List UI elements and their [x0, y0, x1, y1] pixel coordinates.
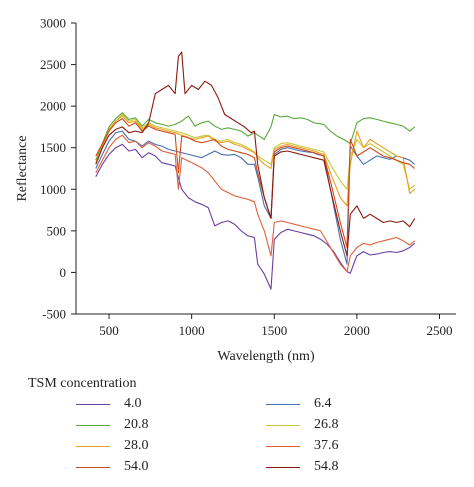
legend-item: 37.6: [266, 437, 339, 455]
legend-label: 26.8: [314, 417, 339, 432]
legend-swatch: [266, 466, 300, 468]
x-tick-label: 2500: [426, 323, 452, 338]
legend-swatch: [76, 424, 110, 426]
y-axis-title: Reflectance: [15, 135, 30, 201]
legend-swatch: [76, 403, 110, 405]
legend-swatch: [76, 445, 110, 447]
y-tick-label: 2500: [40, 57, 66, 72]
legend-item: 26.8: [266, 416, 339, 434]
series-line-6.4: [95, 130, 416, 265]
y-tick-label: 500: [47, 223, 67, 238]
legend-swatch: [266, 424, 300, 426]
legend-label: 54.0: [124, 459, 149, 474]
series-line-54.8: [95, 51, 416, 257]
legend-swatch: [76, 466, 110, 468]
y-tick-label: 2000: [40, 99, 66, 114]
x-axis-title: Wavelength (nm): [217, 349, 315, 364]
y-tick-label: 3000: [40, 16, 66, 31]
legend-label: 20.8: [124, 417, 149, 432]
y-tick-label: 1000: [40, 182, 66, 197]
y-tick-label: 1500: [40, 140, 66, 155]
x-tick-label: 1000: [179, 323, 205, 338]
x-tick-label: 2000: [344, 323, 370, 338]
legend-label: 6.4: [314, 396, 332, 411]
axes: [75, 23, 456, 315]
legend-swatch: [266, 403, 300, 405]
y-tick-label: -500: [42, 307, 66, 322]
legend-item: 4.0: [76, 395, 142, 413]
legend-item: 20.8: [76, 416, 149, 434]
legend-label: 4.0: [124, 396, 142, 411]
series-line-37.6: [95, 134, 416, 273]
legend-item: 54.0: [76, 458, 149, 476]
legend-title: TSM concentration: [28, 376, 137, 391]
series-line-54.0: [95, 118, 416, 249]
legend-item: 6.4: [266, 395, 332, 413]
y-tick-label: 0: [60, 265, 67, 280]
x-tick-label: 1500: [261, 323, 287, 338]
legend-swatch: [266, 445, 300, 447]
legend-item: 54.8: [266, 458, 339, 476]
legend-label: 54.8: [314, 459, 339, 474]
series-layer: [95, 51, 416, 290]
tick-layer: -500 0 500 1000 1500 2000 2500 3000 500 1000 1500 2…: [40, 16, 452, 339]
legend-label: 37.6: [314, 438, 339, 453]
legend-label: 28.0: [124, 438, 149, 453]
legend-item: 28.0: [76, 437, 149, 455]
x-tick-label: 500: [99, 323, 119, 338]
series-line-4.0: [95, 143, 416, 290]
series-line-28.0: [95, 115, 416, 207]
series-line-26.8: [95, 113, 416, 190]
